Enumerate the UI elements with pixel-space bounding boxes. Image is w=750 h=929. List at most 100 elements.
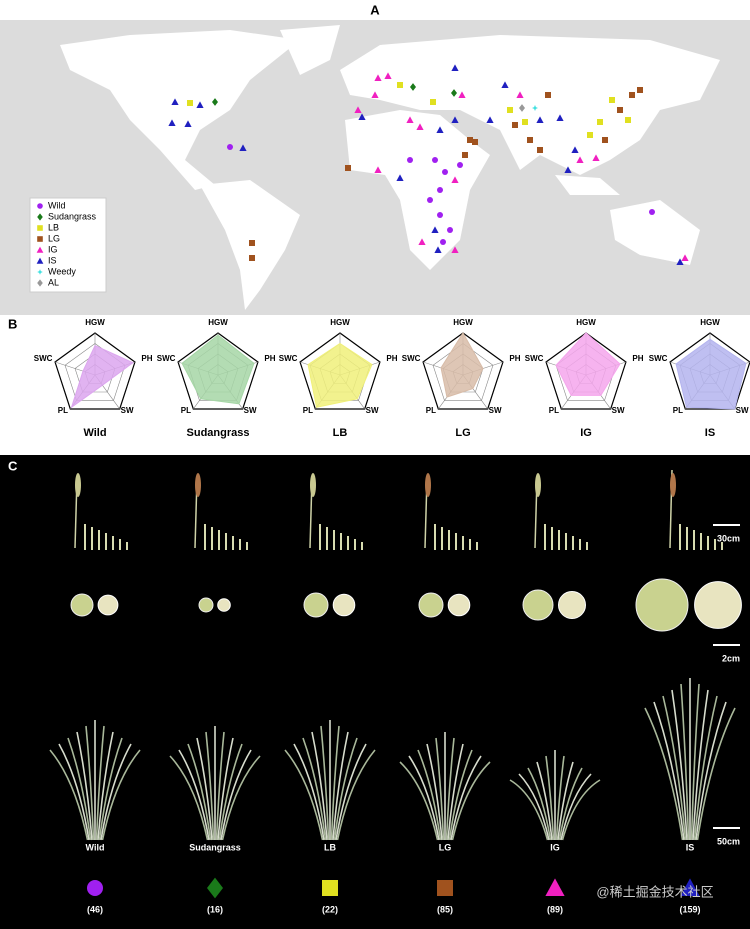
panicle-head xyxy=(310,473,316,497)
map-point xyxy=(451,116,459,123)
plant-leaf xyxy=(662,695,687,841)
plant-leaf xyxy=(451,761,491,841)
grain-section xyxy=(198,597,214,613)
panel-label: C xyxy=(8,458,18,473)
group-name: IS xyxy=(686,842,695,852)
map-point xyxy=(384,72,392,79)
group-count: (16) xyxy=(207,904,223,914)
grain-section xyxy=(303,592,329,618)
plant-leaf xyxy=(311,731,328,841)
grain-section xyxy=(332,593,356,617)
panicle-head xyxy=(535,473,541,497)
plant-leaf xyxy=(671,689,688,841)
plant-leaf xyxy=(67,737,92,841)
radar-group-name: IG xyxy=(580,427,592,439)
panicle-head xyxy=(195,473,201,497)
map-point xyxy=(358,113,366,120)
map-point xyxy=(486,116,494,123)
map-point xyxy=(536,116,544,123)
plant-leaf xyxy=(217,737,234,841)
plant-leaf xyxy=(333,737,358,841)
plant-leaf xyxy=(695,701,727,841)
plant-leaf xyxy=(178,749,210,841)
radar-axis-label: SW xyxy=(244,406,257,415)
group-name: LG xyxy=(439,842,452,852)
radar-axis-label: PH xyxy=(264,354,275,363)
plant-leaf xyxy=(399,761,439,841)
map-point xyxy=(545,92,551,98)
legend-label: AL xyxy=(48,277,59,287)
grain-section xyxy=(447,593,471,617)
plant-leaf xyxy=(408,755,440,841)
group-count: (22) xyxy=(322,904,338,914)
plant-leaf xyxy=(435,737,445,841)
group-name: IG xyxy=(550,842,560,852)
panicle-head xyxy=(75,473,81,497)
map-point xyxy=(196,101,204,108)
radar-axis-label: HGW xyxy=(330,318,350,327)
plant-leaf xyxy=(302,737,327,841)
radar-axis-label: PH xyxy=(509,354,520,363)
map-point xyxy=(410,83,416,91)
radar-area xyxy=(307,342,373,408)
radar-axis-label: SWC xyxy=(157,354,176,363)
scale-bar-label: 30cm xyxy=(717,533,740,543)
map-point xyxy=(527,137,533,143)
radar-group-name: LB xyxy=(333,427,348,439)
plant-leaf xyxy=(220,749,252,841)
group-count: (159) xyxy=(679,904,700,914)
radar-area xyxy=(70,344,134,409)
plant-leaf xyxy=(447,743,464,841)
radar-area xyxy=(440,332,484,398)
radar-axis-label: PH xyxy=(141,354,152,363)
radar-ring xyxy=(422,332,504,410)
plant-leaf xyxy=(58,743,90,841)
map-point xyxy=(462,152,468,158)
radar-axis-label: PH xyxy=(632,354,643,363)
map-point xyxy=(437,187,443,193)
radar-group-name: IS xyxy=(705,427,715,439)
legend-marker xyxy=(37,236,43,242)
map-point xyxy=(407,157,413,163)
plant-leaf xyxy=(536,761,553,841)
plant-leaf xyxy=(509,779,549,841)
map-point xyxy=(427,197,433,203)
panel-label: A xyxy=(370,2,380,17)
map-point xyxy=(516,91,524,98)
plant-leaf xyxy=(169,755,209,841)
plant-leaf xyxy=(293,743,325,841)
map-point xyxy=(374,166,382,173)
plant-leaf xyxy=(653,701,685,841)
map-point xyxy=(430,99,436,105)
map-point xyxy=(397,82,403,88)
map-point xyxy=(681,254,689,261)
scale-bar-label: 2cm xyxy=(722,653,740,663)
plant-leaf xyxy=(561,779,601,841)
plant-leaf xyxy=(95,725,105,841)
radar-axis-label: SW xyxy=(489,406,502,415)
radar-group-name: Wild xyxy=(83,427,106,439)
map-point xyxy=(442,169,448,175)
map-point xyxy=(617,107,623,113)
plant-leaf xyxy=(335,743,367,841)
plant-leaf xyxy=(49,749,89,841)
radar-axis-label: SWC xyxy=(525,354,544,363)
map-point xyxy=(406,116,414,123)
map-point xyxy=(227,144,233,150)
radar-axis-label: SWC xyxy=(402,354,421,363)
map-point xyxy=(371,91,379,98)
map-point xyxy=(472,139,478,145)
photo-illustrations xyxy=(49,469,742,841)
map-point xyxy=(587,132,593,138)
panel-label: B xyxy=(8,316,17,331)
legend-marker xyxy=(37,269,43,275)
radar-axis-label: PL xyxy=(58,406,68,415)
plant-leaf xyxy=(76,731,93,841)
grain-section xyxy=(97,594,119,616)
plant-leaf xyxy=(221,755,261,841)
plant-leaf xyxy=(696,707,736,841)
plant-leaf xyxy=(100,743,132,841)
radar-axis-label: HGW xyxy=(576,318,596,327)
radar-axis-label: HGW xyxy=(85,318,105,327)
